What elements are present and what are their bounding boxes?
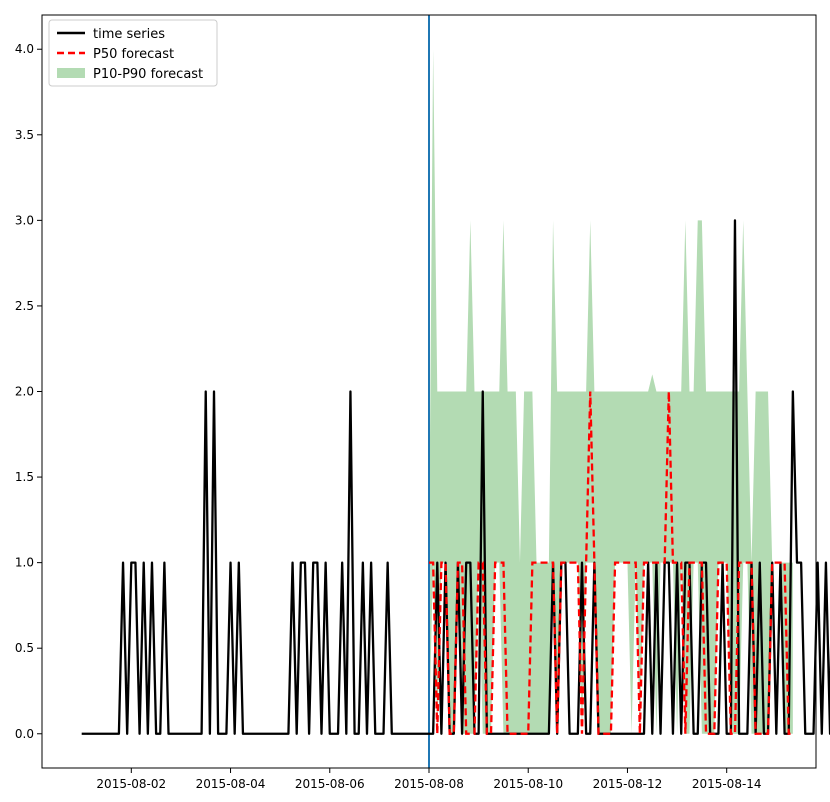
x-tick-label: 2015-08-10 bbox=[493, 777, 563, 791]
y-tick-label: 0.5 bbox=[15, 641, 34, 655]
p50-forecast-line bbox=[429, 391, 793, 735]
legend-time-series-label: time series bbox=[93, 27, 165, 42]
x-tick-label: 2015-08-06 bbox=[295, 777, 365, 791]
y-tick-label: 1.5 bbox=[15, 470, 34, 484]
legend-p50-label: P50 forecast bbox=[93, 47, 174, 62]
y-tick-label: 2.0 bbox=[15, 385, 34, 399]
x-tick-label: 2015-08-02 bbox=[96, 777, 166, 791]
y-tick-label: 4.0 bbox=[15, 42, 34, 56]
x-tick-label: 2015-08-14 bbox=[692, 777, 762, 791]
y-axis: 0.0 0.5 1.0 1.5 2.0 2.5 3.0 3.5 4.0 bbox=[15, 42, 42, 741]
y-tick-label: 2.5 bbox=[15, 299, 34, 313]
legend: time series P50 forecast P10-P90 forecas… bbox=[48, 19, 218, 87]
time-series-line bbox=[81, 219, 830, 735]
legend-box bbox=[48, 19, 218, 87]
x-axis: 2015-08-02 2015-08-04 2015-08-06 2015-08-08… bbox=[96, 768, 762, 791]
y-tick-label: 3.0 bbox=[15, 213, 34, 227]
y-tick-label: 1.0 bbox=[15, 556, 34, 570]
legend-band-swatch bbox=[57, 68, 85, 78]
y-tick-label: 3.5 bbox=[15, 128, 34, 142]
time-series-line-layer bbox=[81, 219, 830, 735]
legend-band-label: P10-P90 forecast bbox=[93, 67, 203, 82]
x-tick-label: 2015-08-12 bbox=[593, 777, 663, 791]
y-tick-label: 0.0 bbox=[15, 727, 34, 741]
x-tick-label: 2015-08-08 bbox=[394, 777, 464, 791]
x-tick-label: 2015-08-04 bbox=[196, 777, 266, 791]
p50-forecast-line-layer bbox=[429, 391, 793, 735]
